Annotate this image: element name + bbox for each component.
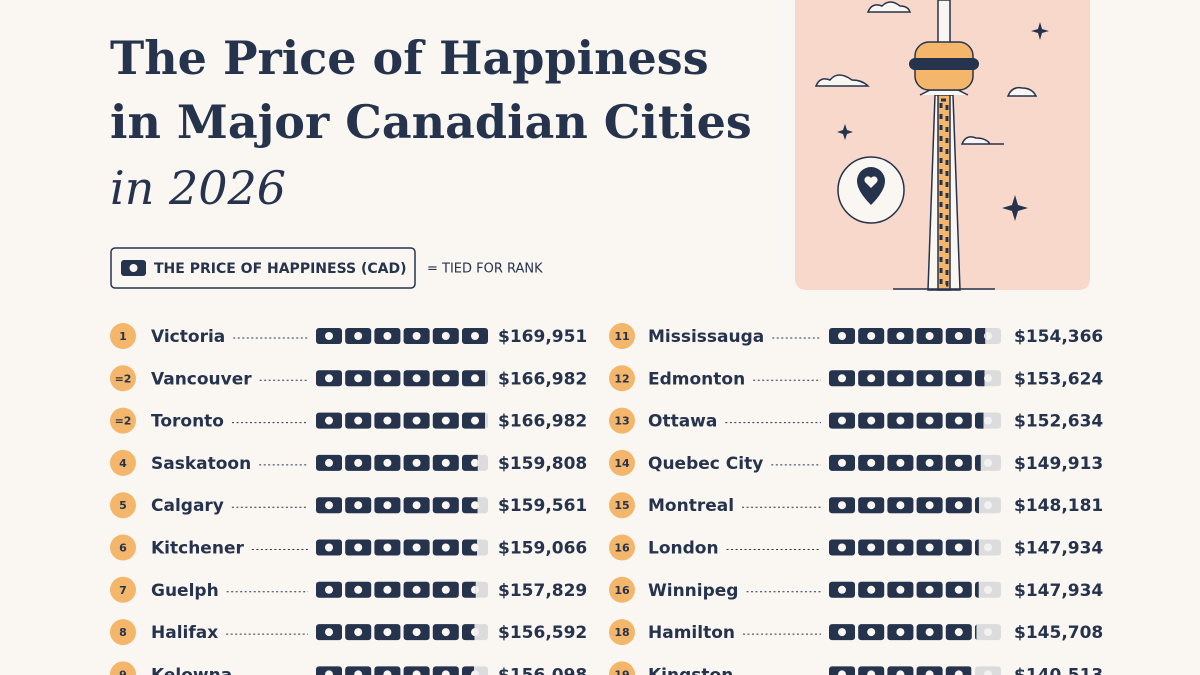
city: Calgary <box>151 496 224 516</box>
city: Edmonton <box>648 369 745 389</box>
bill-mark <box>316 624 475 641</box>
rank: 9 <box>119 668 127 675</box>
rank: 1 <box>119 330 127 343</box>
price: $156,592 <box>498 623 587 643</box>
city: Hamilton <box>648 623 735 643</box>
rank: 18 <box>614 626 629 639</box>
city: Vancouver <box>151 369 252 389</box>
price: $166,982 <box>498 369 587 389</box>
price: $154,366 <box>1014 327 1103 347</box>
bill-mark <box>316 581 476 598</box>
rank: 13 <box>614 415 629 428</box>
rank-badge <box>609 661 635 675</box>
city: Halifax <box>151 623 218 643</box>
illustration <box>795 0 1090 291</box>
title-line: The Price of Happiness <box>110 31 709 85</box>
price: $157,829 <box>498 581 587 601</box>
bill-mark <box>829 666 972 675</box>
city: London <box>648 539 719 559</box>
bill-mark <box>829 539 979 556</box>
price: $169,951 <box>498 327 587 347</box>
city: Victoria <box>151 327 225 347</box>
price: $152,634 <box>1014 412 1103 432</box>
rank-badge <box>110 492 136 519</box>
rank-badge <box>609 449 635 476</box>
legend-icon <box>121 260 146 276</box>
rank: 5 <box>119 499 127 512</box>
city: Ottawa <box>648 412 717 432</box>
price: $149,913 <box>1014 454 1103 474</box>
bill-mark <box>829 370 985 387</box>
price: $166,982 <box>498 412 587 432</box>
price: $159,066 <box>498 539 587 559</box>
rank-badge <box>609 534 635 561</box>
bill-mark <box>316 454 478 471</box>
rank-badge <box>609 492 635 519</box>
rank: 11 <box>614 330 629 343</box>
rank-badge <box>110 407 136 434</box>
rank: 6 <box>119 542 127 555</box>
bill-mark <box>316 328 488 344</box>
bill-mark <box>829 581 979 598</box>
city: Montreal <box>648 496 734 516</box>
bill-mark <box>316 370 485 387</box>
rank: 15 <box>614 499 629 512</box>
rank-badge <box>110 661 136 675</box>
bill-mark <box>829 412 984 429</box>
price: $140,513 <box>1014 665 1103 675</box>
rank-badge <box>609 323 635 349</box>
city: Kitchener <box>151 539 244 559</box>
bill-mark <box>829 624 977 641</box>
rank-badge <box>110 449 136 476</box>
price: $159,808 <box>498 454 587 474</box>
bill-mark <box>829 497 979 514</box>
rank: 12 <box>614 372 629 385</box>
rank: 16 <box>614 542 630 555</box>
legend-label: THE PRICE OF HAPPINESS (CAD) <box>154 261 407 277</box>
rank: =2 <box>115 415 132 428</box>
city: Guelph <box>151 581 219 601</box>
price: $147,934 <box>1014 539 1103 559</box>
city: Kingston <box>648 665 733 675</box>
city: Winnipeg <box>648 581 738 601</box>
rank-badge <box>110 365 136 392</box>
bill-mark <box>829 328 986 344</box>
subtitle: in 2026 <box>110 161 286 215</box>
rank: =2 <box>115 372 132 385</box>
rank-badge <box>110 534 136 561</box>
title-line: in Major Canadian Cities <box>110 95 752 149</box>
bill-mark <box>829 454 981 471</box>
legend-box <box>110 247 416 289</box>
bill-mark <box>316 666 474 675</box>
bill-mark <box>316 412 485 429</box>
city: Saskatoon <box>151 454 251 474</box>
rank-badge <box>110 576 136 603</box>
rank-badge <box>609 365 635 392</box>
rank-badge <box>609 576 635 603</box>
price: $147,934 <box>1014 581 1103 601</box>
rank-badge <box>110 323 136 349</box>
city: Kelowna <box>151 665 232 675</box>
rank: 16 <box>614 584 630 597</box>
price: $145,708 <box>1014 623 1103 643</box>
bill-mark <box>316 497 478 514</box>
price: $159,561 <box>498 496 587 516</box>
price: $153,624 <box>1014 369 1103 389</box>
price: $148,181 <box>1014 496 1103 516</box>
rank: 19 <box>614 668 629 675</box>
rank: 8 <box>119 626 127 639</box>
rank-badge <box>110 619 136 646</box>
price: $156,098 <box>498 665 587 675</box>
city: Quebec City <box>648 454 763 474</box>
rank-badge <box>609 619 635 646</box>
city: Toronto <box>151 412 224 432</box>
rank: 7 <box>119 584 127 597</box>
city: Mississauga <box>648 327 764 347</box>
rank: 4 <box>119 457 127 470</box>
rank-badge <box>609 407 635 434</box>
rank: 14 <box>614 457 630 470</box>
bill-mark <box>316 539 477 556</box>
legend-tied: = TIED FOR RANK <box>427 262 543 277</box>
